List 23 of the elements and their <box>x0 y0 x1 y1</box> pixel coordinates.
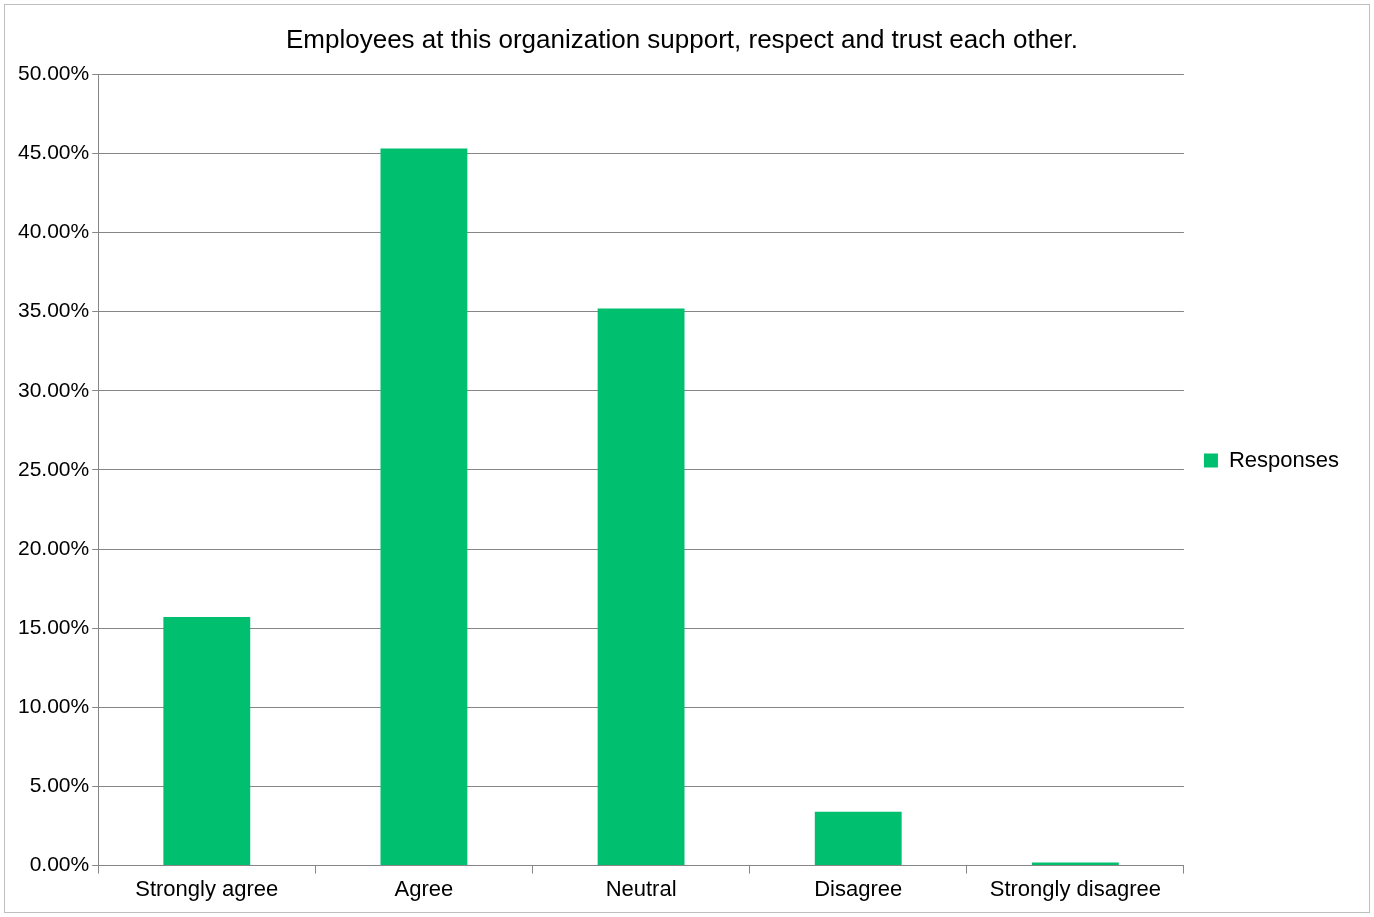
legend-label: Responses <box>1228 446 1340 472</box>
y-tick-label: 40.00% <box>17 219 90 243</box>
y-tick-label: 20.00% <box>17 535 90 559</box>
chart-title: Employees at this organization support, respect and trust each other. <box>285 23 1079 54</box>
x-tick-label: Disagree <box>814 875 903 901</box>
y-tick-label: 5.00% <box>29 773 90 797</box>
bar <box>814 811 902 866</box>
bar <box>380 148 468 866</box>
y-tick-label: 35.00% <box>17 298 90 322</box>
y-tick-label: 45.00% <box>17 140 90 164</box>
y-tick-label: 25.00% <box>17 456 90 480</box>
bar <box>163 617 251 866</box>
y-tick-label: 15.00% <box>17 614 90 638</box>
x-tick-label: Strongly disagree <box>989 875 1161 901</box>
y-tick-label: 50.00% <box>17 61 90 84</box>
bar <box>597 308 685 866</box>
x-tick-label: Neutral <box>605 875 677 901</box>
x-tick-label: Agree <box>394 875 454 901</box>
y-tick-label: 10.00% <box>17 694 90 718</box>
y-tick-label: 0.00% <box>29 852 90 876</box>
y-tick-label: 30.00% <box>17 377 90 401</box>
x-tick-label: Strongly agree <box>135 875 279 901</box>
bar <box>1031 862 1119 866</box>
